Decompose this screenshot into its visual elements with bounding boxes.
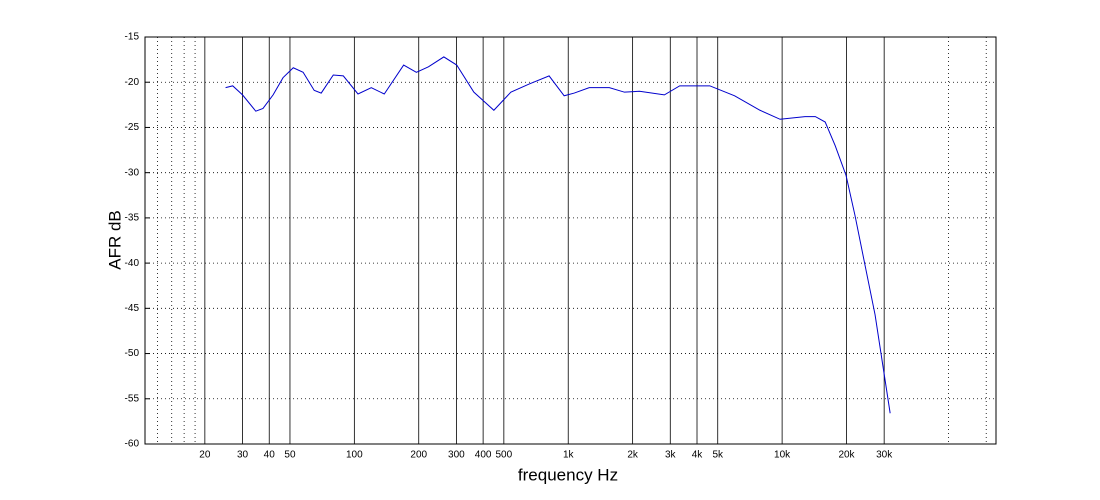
x-axis-title: frequency Hz	[518, 465, 618, 484]
plot-area	[144, 36, 997, 445]
x-tick-label: 20	[199, 450, 211, 461]
x-tick-label: 100	[346, 450, 363, 461]
x-tick-label: 50	[284, 450, 296, 461]
x-tick-label: 20k	[838, 450, 855, 461]
x-tick-label: 3k	[665, 450, 677, 461]
x-tick-label: 1k	[563, 450, 575, 461]
x-tick-label: 200	[410, 450, 427, 461]
x-tick-label: 2k	[627, 450, 639, 461]
x-tick-label: 40	[264, 450, 276, 461]
y-axis-title: AFR dB	[105, 210, 124, 270]
y-tick-label: -55	[125, 393, 140, 404]
x-tick-label: 10k	[774, 450, 791, 461]
x-tick-label: 4k	[692, 450, 704, 461]
x-tick-label: 500	[496, 450, 513, 461]
y-tick-label: -15	[125, 32, 140, 43]
data-line	[225, 56, 891, 414]
x-tick-label: 300	[448, 450, 465, 461]
y-tick-label: -50	[125, 348, 140, 359]
x-tick-label: 400	[475, 450, 492, 461]
y-tick-label: -35	[125, 213, 140, 224]
y-tick-label: -45	[125, 303, 140, 314]
y-tick-label: -40	[125, 258, 140, 269]
y-tick-label: -60	[125, 439, 140, 450]
y-tick-label: -20	[125, 77, 140, 88]
y-tick-label: -30	[125, 167, 140, 178]
x-tick-label: 30k	[876, 450, 893, 461]
x-tick-label: 30	[237, 450, 249, 461]
x-tick-label: 5k	[712, 450, 724, 461]
y-tick-label: -25	[125, 122, 140, 133]
